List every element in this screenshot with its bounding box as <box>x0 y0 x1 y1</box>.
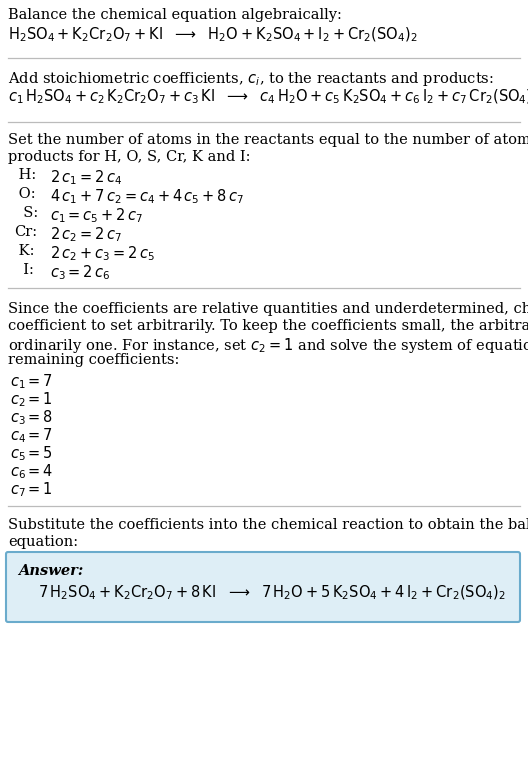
Text: coefficient to set arbitrarily. To keep the coefficients small, the arbitrary va: coefficient to set arbitrarily. To keep … <box>8 319 528 333</box>
Text: $2\,c_2 + c_3 = 2\,c_5$: $2\,c_2 + c_3 = 2\,c_5$ <box>50 244 155 263</box>
Text: $c_2 = 1$: $c_2 = 1$ <box>10 390 53 409</box>
Text: $\mathrm{H_2SO_4 + K_2Cr_2O_7 + KI}$  $\longrightarrow$  $\mathrm{H_2O + K_2SO_4: $\mathrm{H_2SO_4 + K_2Cr_2O_7 + KI}$ $\l… <box>8 26 418 44</box>
Text: $2\,c_2 = 2\,c_7$: $2\,c_2 = 2\,c_7$ <box>50 225 122 244</box>
Text: O:: O: <box>14 187 35 201</box>
Text: $c_1 = c_5 + 2\,c_7$: $c_1 = c_5 + 2\,c_7$ <box>50 206 143 225</box>
Text: S:: S: <box>14 206 38 220</box>
Text: K:: K: <box>14 244 34 258</box>
Text: Add stoichiometric coefficients, $c_i$, to the reactants and products:: Add stoichiometric coefficients, $c_i$, … <box>8 70 494 88</box>
FancyBboxPatch shape <box>6 552 520 622</box>
Text: Answer:: Answer: <box>18 564 83 578</box>
Text: $c_1 = 7$: $c_1 = 7$ <box>10 372 53 391</box>
Text: $2\,c_1 = 2\,c_4$: $2\,c_1 = 2\,c_4$ <box>50 168 122 187</box>
Text: $c_4 = 7$: $c_4 = 7$ <box>10 426 53 445</box>
Text: remaining coefficients:: remaining coefficients: <box>8 353 180 367</box>
Text: $c_3 = 8$: $c_3 = 8$ <box>10 408 53 426</box>
Text: Since the coefficients are relative quantities and underdetermined, choose a: Since the coefficients are relative quan… <box>8 302 528 316</box>
Text: Set the number of atoms in the reactants equal to the number of atoms in the: Set the number of atoms in the reactants… <box>8 133 528 147</box>
Text: $4\,c_1 + 7\,c_2 = c_4 + 4\,c_5 + 8\,c_7$: $4\,c_1 + 7\,c_2 = c_4 + 4\,c_5 + 8\,c_7… <box>50 187 244 206</box>
Text: ordinarily one. For instance, set $c_2 = 1$ and solve the system of equations fo: ordinarily one. For instance, set $c_2 =… <box>8 336 528 355</box>
Text: $c_6 = 4$: $c_6 = 4$ <box>10 462 53 481</box>
Text: $c_1\,\mathrm{H_2SO_4} + c_2\,\mathrm{K_2Cr_2O_7} + c_3\,\mathrm{KI}$  $\longrig: $c_1\,\mathrm{H_2SO_4} + c_2\,\mathrm{K_… <box>8 88 528 106</box>
Text: H:: H: <box>14 168 36 182</box>
Text: I:: I: <box>14 263 34 277</box>
Text: $7\,\mathrm{H_2SO_4} + \mathrm{K_2Cr_2O_7} + 8\,\mathrm{KI}$  $\longrightarrow$ : $7\,\mathrm{H_2SO_4} + \mathrm{K_2Cr_2O_… <box>38 584 506 603</box>
Text: $c_3 = 2\,c_6$: $c_3 = 2\,c_6$ <box>50 263 110 282</box>
Text: Cr:: Cr: <box>14 225 37 239</box>
Text: Substitute the coefficients into the chemical reaction to obtain the balanced: Substitute the coefficients into the che… <box>8 518 528 532</box>
Text: products for H, O, S, Cr, K and I:: products for H, O, S, Cr, K and I: <box>8 150 250 164</box>
Text: equation:: equation: <box>8 535 78 549</box>
Text: $c_7 = 1$: $c_7 = 1$ <box>10 480 53 499</box>
Text: $c_5 = 5$: $c_5 = 5$ <box>10 444 53 463</box>
Text: Balance the chemical equation algebraically:: Balance the chemical equation algebraica… <box>8 8 342 22</box>
